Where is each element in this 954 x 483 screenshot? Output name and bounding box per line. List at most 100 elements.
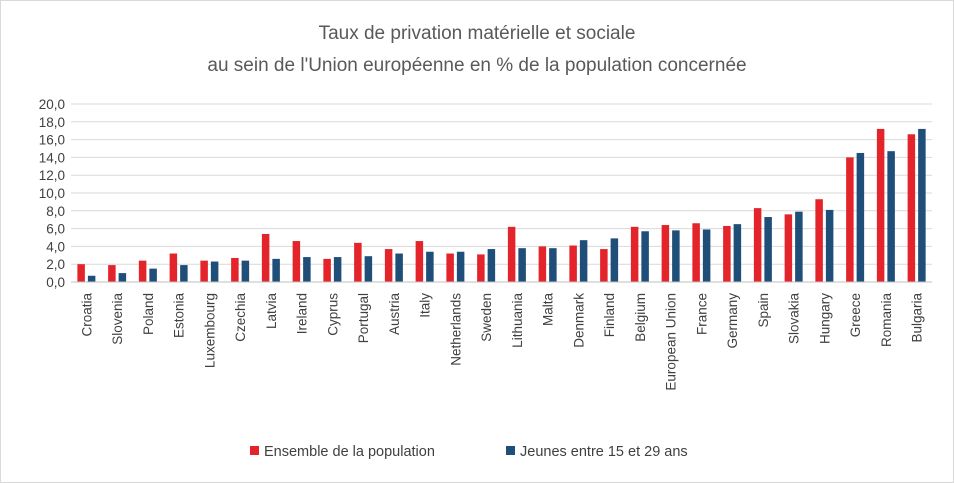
- x-tick-label: Finland: [602, 293, 617, 337]
- bar-jeunes: [887, 151, 895, 282]
- bar-ensemble: [569, 245, 577, 282]
- bar-jeunes: [764, 217, 772, 282]
- x-tick-label: Slovenia: [110, 293, 125, 345]
- bar-ensemble: [692, 223, 700, 282]
- bar-ensemble: [477, 254, 485, 282]
- x-tick-label: Slovakia: [787, 293, 802, 345]
- x-tick-label: Latvia: [264, 293, 279, 330]
- x-tick-label: Spain: [756, 293, 771, 328]
- gridlines: [71, 103, 932, 265]
- bar-jeunes: [579, 240, 588, 282]
- bar-jeunes: [426, 251, 434, 282]
- bar-jeunes: [702, 229, 711, 282]
- x-axis-ticks: Croatia Slovenia Poland Estonia Luxembourg Cz…: [79, 293, 924, 391]
- x-tick-label: Malta: [541, 293, 556, 327]
- bar-ensemble: [384, 249, 393, 282]
- bar-jeunes: [733, 224, 742, 282]
- x-tick-label: Poland: [141, 293, 156, 335]
- bar-ensemble: [723, 225, 731, 282]
- x-tick-label: Croatia: [79, 293, 94, 337]
- chart-subtitle: au sein de l'Union européenne en % de la…: [207, 55, 746, 76]
- bar-jeunes: [241, 260, 250, 282]
- bar-jeunes: [549, 248, 557, 282]
- y-tick-label: 18,0: [39, 115, 65, 130]
- x-tick-label: Bulgaria: [910, 293, 925, 343]
- bar-ensemble: [876, 128, 885, 282]
- y-tick-label: 8,0: [46, 204, 65, 219]
- x-tick-label: Belgium: [633, 293, 648, 342]
- y-tick-label: 10,0: [39, 186, 65, 201]
- bar-ensemble: [446, 253, 454, 282]
- bar-ensemble: [907, 134, 916, 282]
- bar-ensemble: [169, 253, 178, 282]
- bar-ensemble: [507, 226, 516, 282]
- bar-ensemble: [200, 260, 208, 282]
- y-tick-label: 2,0: [46, 257, 65, 272]
- x-tick-label: Netherlands: [448, 293, 463, 366]
- bar-ensemble: [292, 241, 301, 282]
- y-tick-label: 12,0: [39, 168, 65, 183]
- x-tick-label: Estonia: [172, 293, 187, 339]
- bar-ensemble: [415, 241, 424, 282]
- chart-title: Taux de privation matérielle et sociale: [319, 23, 636, 44]
- bar-ensemble: [231, 257, 239, 282]
- x-tick-label: France: [694, 293, 709, 335]
- bar-ensemble: [354, 242, 362, 282]
- x-tick-label: Austria: [387, 293, 402, 336]
- bar-ensemble: [538, 246, 547, 282]
- x-tick-label: Romania: [879, 293, 894, 348]
- x-tick-label: European Union: [664, 293, 679, 391]
- x-tick-label: Czechia: [233, 293, 248, 342]
- y-tick-label: 4,0: [46, 239, 65, 254]
- bar-jeunes: [487, 249, 496, 282]
- x-tick-label: Germany: [725, 293, 740, 349]
- legend-label-jeunes: Jeunes entre 15 et 29 ans: [520, 444, 688, 460]
- bar-jeunes: [87, 275, 96, 282]
- bar-ensemble: [108, 265, 116, 282]
- y-tick-label: 14,0: [39, 150, 65, 165]
- x-tick-label: Portugal: [356, 293, 371, 343]
- legend: Ensemble de la population Jeunes entre 1…: [250, 444, 688, 460]
- bar-jeunes: [364, 256, 373, 282]
- bar-jeunes: [303, 257, 311, 282]
- y-axis-ticks: 0,0 2,0 4,0 6,0 8,0 10,0 12,0 14,0 16,0 18,0 20,0: [39, 97, 65, 290]
- bar-jeunes: [641, 231, 649, 282]
- legend-swatch-jeunes: [506, 446, 515, 455]
- bar-jeunes: [610, 238, 619, 282]
- bar-jeunes: [210, 261, 219, 282]
- x-tick-label: Greece: [848, 293, 863, 337]
- bar-ensemble: [753, 208, 762, 282]
- bar-ensemble: [630, 226, 639, 282]
- bar-ensemble: [600, 249, 608, 282]
- y-tick-label: 20,0: [39, 97, 65, 112]
- bar-jeunes: [456, 251, 465, 282]
- bar-ensemble: [261, 233, 270, 282]
- x-tick-label: Italy: [418, 293, 433, 318]
- bar-ensemble: [138, 260, 147, 282]
- x-tick-label: Sweden: [479, 293, 494, 342]
- bar-ensemble: [77, 264, 85, 282]
- bar-jeunes: [856, 152, 865, 282]
- bar-jeunes: [825, 209, 834, 282]
- y-tick-label: 16,0: [39, 133, 65, 148]
- bar-jeunes: [518, 248, 526, 282]
- bar-jeunes: [333, 257, 342, 282]
- y-tick-label: 0,0: [46, 275, 65, 290]
- x-tick-label: Luxembourg: [202, 293, 217, 368]
- bar-ensemble: [661, 225, 670, 282]
- x-tick-label: Ireland: [295, 293, 310, 334]
- bar-jeunes: [149, 268, 157, 282]
- x-tick-label: Hungary: [817, 293, 832, 344]
- bar-jeunes: [672, 230, 680, 282]
- bar-ensemble: [815, 199, 823, 282]
- legend-label-ensemble: Ensemble de la population: [264, 444, 435, 460]
- x-tick-label: Lithuania: [510, 293, 525, 348]
- bar-jeunes: [795, 211, 803, 282]
- bar-jeunes: [918, 128, 926, 282]
- x-tick-label: Denmark: [571, 293, 586, 348]
- bar-jeunes: [118, 273, 127, 282]
- bars: [77, 128, 926, 282]
- bar-jeunes: [180, 265, 188, 282]
